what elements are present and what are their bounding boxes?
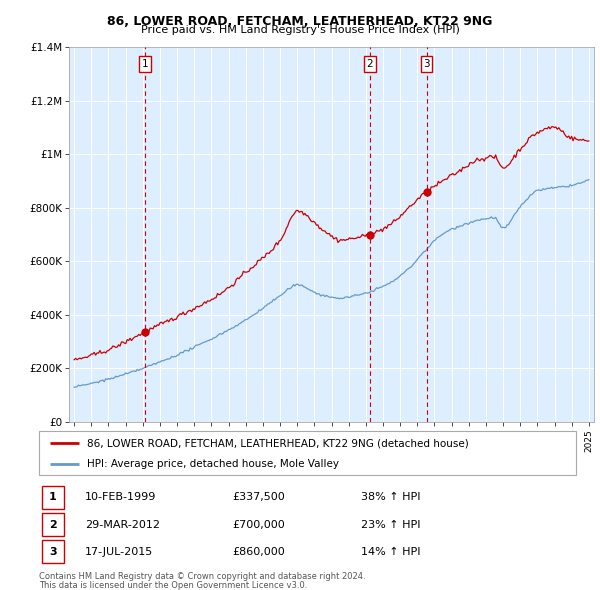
Text: 3: 3 xyxy=(49,547,57,557)
Text: 86, LOWER ROAD, FETCHAM, LEATHERHEAD, KT22 9NG (detached house): 86, LOWER ROAD, FETCHAM, LEATHERHEAD, KT… xyxy=(88,438,469,448)
Text: Contains HM Land Registry data © Crown copyright and database right 2024.: Contains HM Land Registry data © Crown c… xyxy=(39,572,365,581)
Text: £860,000: £860,000 xyxy=(232,547,285,557)
Text: 2: 2 xyxy=(367,59,373,69)
Text: HPI: Average price, detached house, Mole Valley: HPI: Average price, detached house, Mole… xyxy=(88,459,340,469)
Bar xyxy=(41,540,64,563)
Text: 86, LOWER ROAD, FETCHAM, LEATHERHEAD, KT22 9NG: 86, LOWER ROAD, FETCHAM, LEATHERHEAD, KT… xyxy=(107,15,493,28)
Text: 1: 1 xyxy=(142,59,148,69)
Text: £337,500: £337,500 xyxy=(232,493,285,502)
Bar xyxy=(41,513,64,536)
Text: 23% ↑ HPI: 23% ↑ HPI xyxy=(361,520,421,530)
Text: £700,000: £700,000 xyxy=(232,520,285,530)
Text: 38% ↑ HPI: 38% ↑ HPI xyxy=(361,493,421,502)
Text: 3: 3 xyxy=(423,59,430,69)
Text: 2: 2 xyxy=(49,520,57,530)
Text: 14% ↑ HPI: 14% ↑ HPI xyxy=(361,547,421,557)
Text: 17-JUL-2015: 17-JUL-2015 xyxy=(85,547,153,557)
Text: 29-MAR-2012: 29-MAR-2012 xyxy=(85,520,160,530)
Bar xyxy=(41,486,64,509)
Text: Price paid vs. HM Land Registry's House Price Index (HPI): Price paid vs. HM Land Registry's House … xyxy=(140,25,460,35)
Text: 10-FEB-1999: 10-FEB-1999 xyxy=(85,493,156,502)
Text: This data is licensed under the Open Government Licence v3.0.: This data is licensed under the Open Gov… xyxy=(39,581,307,590)
Text: 1: 1 xyxy=(49,493,57,502)
